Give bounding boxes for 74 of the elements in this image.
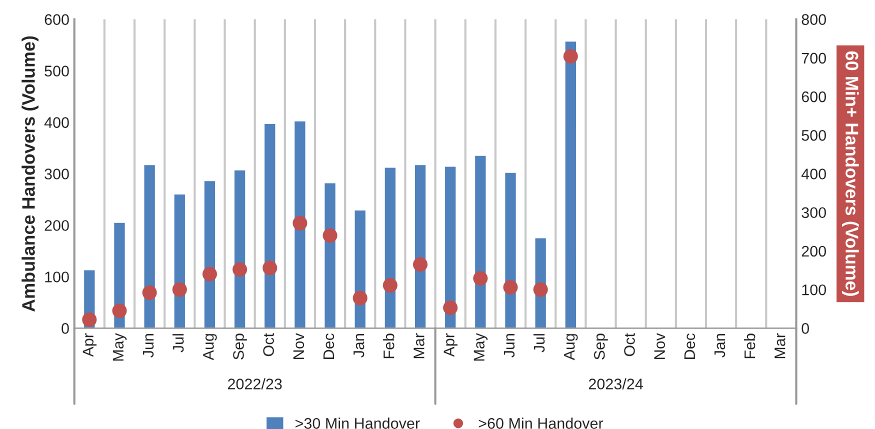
- point: [232, 262, 248, 277]
- x-tick-label: Aug: [203, 334, 217, 360]
- x-tick-label: Apr: [444, 333, 458, 357]
- y-tick-label: 300: [44, 168, 69, 180]
- x-tick-label: Dec: [684, 333, 696, 359]
- point: [202, 266, 218, 282]
- point: [563, 49, 578, 64]
- y-axis-title: Ambulance Handovers (Volume): [22, 36, 38, 312]
- x-tick-label: Jan: [354, 334, 364, 358]
- legend-label: >60 Min Handover: [478, 418, 604, 429]
- y2-tick-label: 600: [802, 91, 826, 102]
- x-tick-label: Jun: [143, 334, 154, 358]
- point: [112, 304, 127, 318]
- point: [352, 290, 368, 306]
- bar: [444, 165, 458, 328]
- x-tick-label: Jul: [172, 334, 184, 352]
- y2-tick-label: 200: [802, 246, 826, 257]
- point: [82, 312, 97, 327]
- legend-label: >30 Min Handover: [296, 418, 420, 429]
- x-tick-label: May: [112, 333, 127, 361]
- text: 2023/24: [588, 378, 643, 390]
- x-tick-label: Nov: [654, 333, 665, 359]
- bar: [203, 180, 216, 328]
- y2-tick-label: 500: [802, 130, 826, 141]
- y2-tick-label: 100: [802, 284, 826, 296]
- y-tick-label: 200: [44, 220, 69, 231]
- y2-tick-label: 400: [801, 168, 826, 180]
- x-tick-label: Jun: [504, 334, 515, 358]
- x-tick-label: Nov: [293, 333, 304, 359]
- bar: [474, 154, 488, 328]
- bar: [414, 164, 427, 328]
- point: [262, 260, 278, 276]
- y-tick-label: 0: [62, 323, 69, 334]
- y2-tick-label: 300: [802, 207, 826, 218]
- y-tick-label: 400: [44, 117, 69, 128]
- bar: [564, 40, 578, 328]
- x-tick-label: May: [474, 333, 488, 361]
- point: [382, 278, 398, 293]
- text: 2022/23: [228, 378, 282, 390]
- point: [503, 280, 518, 295]
- x-tick-label: Mar: [414, 333, 424, 358]
- y2-tick-label: 800: [802, 14, 826, 25]
- bar: [233, 168, 247, 328]
- x-tick-label: Dec: [323, 333, 334, 359]
- x-tick-label: Jul: [533, 334, 545, 352]
- point: [412, 257, 428, 272]
- bar: [263, 122, 277, 328]
- x-tick-label: Sep: [594, 334, 608, 360]
- y-tick-label: 500: [44, 66, 69, 76]
- point: [142, 285, 157, 300]
- x-tick-label: Feb: [744, 334, 756, 358]
- x-tick-label: Aug: [564, 334, 578, 360]
- x-tick-label: Feb: [383, 334, 394, 358]
- x-tick-label: Sep: [233, 334, 247, 360]
- bar: [383, 166, 397, 328]
- x-tick-label: Apr: [82, 333, 97, 357]
- point: [172, 282, 187, 297]
- y-tick-label: 100: [45, 272, 69, 282]
- point: [473, 271, 488, 286]
- bar: [142, 164, 156, 328]
- y2-tick-label: 700: [802, 52, 826, 64]
- x-tick-label: Oct: [263, 333, 274, 356]
- y2-axis-title: 60 Min+ Handovers (Volume): [842, 51, 859, 296]
- y-tick-label: 600: [44, 14, 69, 25]
- point: [292, 216, 308, 230]
- x-tick-label: Jan: [714, 334, 726, 358]
- point: [322, 228, 338, 243]
- point: [443, 300, 458, 316]
- bar: [172, 193, 186, 328]
- bar: [293, 120, 307, 328]
- y2-tick-label: 0: [802, 323, 810, 334]
- x-tick-label: Mar: [774, 333, 786, 358]
- point: [533, 282, 548, 297]
- x-tick-label: Oct: [624, 333, 635, 356]
